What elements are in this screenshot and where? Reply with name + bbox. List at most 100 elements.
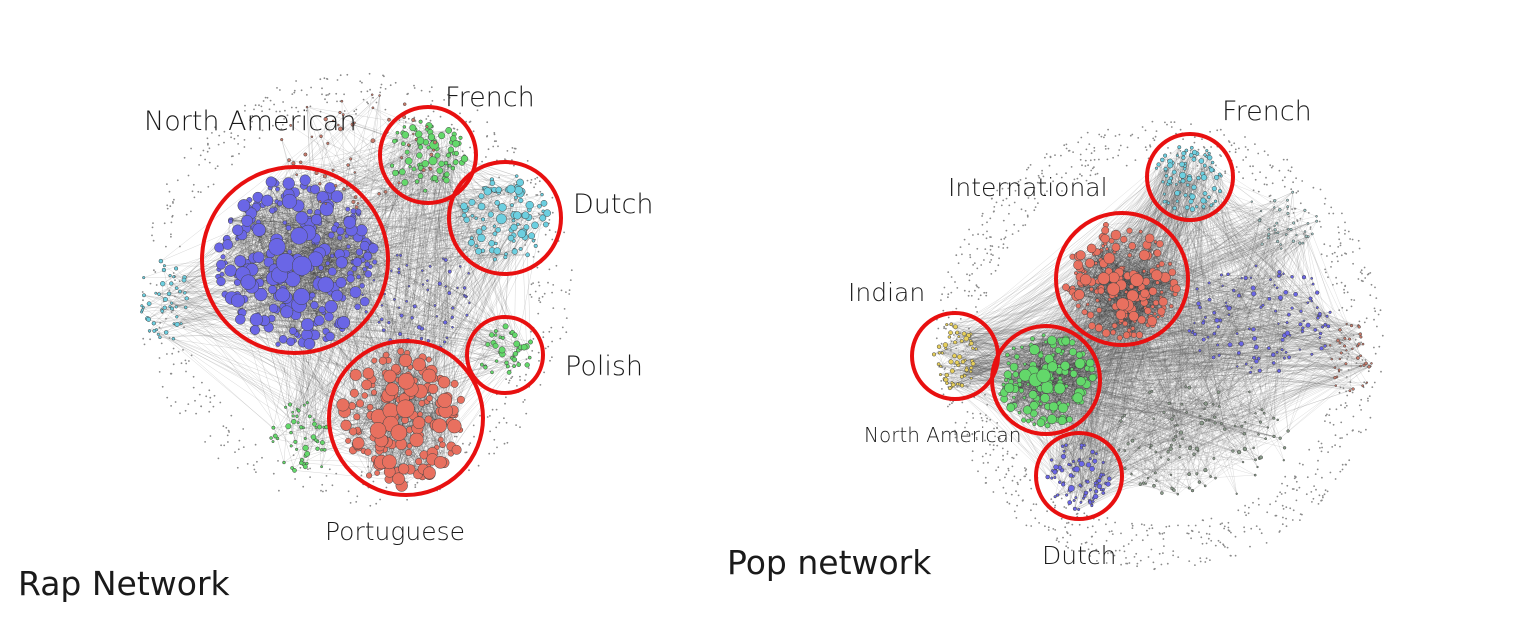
peripheral-node [1365,317,1368,320]
peripheral-node [414,484,417,486]
pop-mixed-node [1213,421,1217,425]
pop-yellow-node [955,382,960,386]
peripheral-node [963,238,966,241]
peripheral-node [1329,421,1331,424]
peripheral-node [306,94,308,96]
peripheral-node [1148,527,1151,530]
peripheral-node [1215,164,1217,167]
peripheral-node [513,183,515,185]
peripheral-node [228,431,231,433]
peripheral-node [506,441,509,444]
peripheral-node [246,463,249,465]
rap-cyan-small-node [147,329,152,333]
pop-mixed-node [1160,456,1163,459]
pop-mixed-node [1209,475,1212,478]
peripheral-node [1111,533,1114,535]
peripheral-node [1177,162,1179,165]
peripheral-node [538,284,541,287]
pop-blue-spread-node [1276,368,1282,373]
peripheral-node [453,435,456,438]
pop-mixed-node [1256,465,1259,469]
pop-blue-spread-node [1212,310,1217,315]
peripheral-node [1054,154,1056,157]
rap-cyan-node [492,231,498,237]
pop-yellow-node [953,340,958,345]
peripheral-node [469,146,471,149]
pop-mixed-node [1248,390,1251,394]
rap-scatter-node [354,205,359,210]
peripheral-node [1323,243,1326,246]
peripheral-node [1017,230,1020,232]
peripheral-node [165,317,167,320]
peripheral-node [1244,136,1246,138]
peripheral-node [1089,174,1092,177]
peripheral-node [1352,251,1354,253]
pop-red-node [1116,334,1123,341]
rap-blue-node [277,200,283,207]
peripheral-node [1080,136,1083,139]
peripheral-node [1098,552,1100,555]
peripheral-node [568,289,571,291]
rap-blue-node [368,243,379,254]
pop-cyan-node [1162,192,1166,196]
peripheral-node [533,186,535,189]
rap-scatter-node [356,202,360,205]
peripheral-node [987,461,989,464]
peripheral-node [552,284,555,286]
rap-blue-node [282,177,295,190]
peripheral-node [972,234,974,236]
peripheral-node [1233,142,1236,145]
peripheral-node [1172,550,1175,552]
peripheral-node [166,396,169,399]
rap-cyan-node [492,257,498,262]
peripheral-node [450,123,453,126]
peripheral-node [1353,299,1356,301]
pop-periphery-dots [935,120,1384,571]
peripheral-node [1331,260,1333,263]
rap-blue-node [325,260,331,266]
peripheral-node [1025,177,1027,180]
peripheral-node [234,451,236,453]
peripheral-node [1010,493,1013,496]
peripheral-node [1306,476,1309,479]
rap-cyan-node [488,240,495,247]
peripheral-node [569,279,572,281]
peripheral-node [551,211,554,214]
rap-green-node [418,119,423,124]
peripheral-node [542,336,545,339]
pop-mixed-node [1120,416,1124,419]
peripheral-node [208,161,211,164]
peripheral-node [995,201,998,204]
peripheral-node [1346,433,1348,436]
pop-blue-node [1045,474,1050,480]
peripheral-node [1054,504,1057,507]
peripheral-node [1201,542,1204,545]
peripheral-node [972,417,975,419]
pop-mixed-node [1178,444,1182,448]
peripheral-node [1350,305,1353,308]
peripheral-node [1007,187,1010,190]
peripheral-node [1013,201,1016,204]
rap-blue-node [337,235,343,241]
peripheral-node [291,93,294,95]
peripheral-node [1038,176,1041,179]
rap-green-node [444,171,450,178]
rap-cyan-node [531,221,539,230]
peripheral-node [367,465,369,468]
rap-cyan-node [533,243,538,248]
peripheral-node [976,285,979,288]
peripheral-node [468,469,470,472]
rap-blue-node [219,271,225,277]
peripheral-node [995,469,997,472]
rap-cyan-small-node [179,322,183,326]
peripheral-node [260,105,263,108]
pop-blue-spread-node [1211,355,1216,360]
peripheral-node [1033,197,1036,200]
peripheral-node [1341,463,1344,466]
peripheral-node [984,476,987,479]
peripheral-node [242,446,245,448]
peripheral-node [1091,543,1093,546]
rap-cyan-node [510,223,518,231]
rap-scatter-blue-node [426,288,430,292]
peripheral-node [1339,437,1342,439]
